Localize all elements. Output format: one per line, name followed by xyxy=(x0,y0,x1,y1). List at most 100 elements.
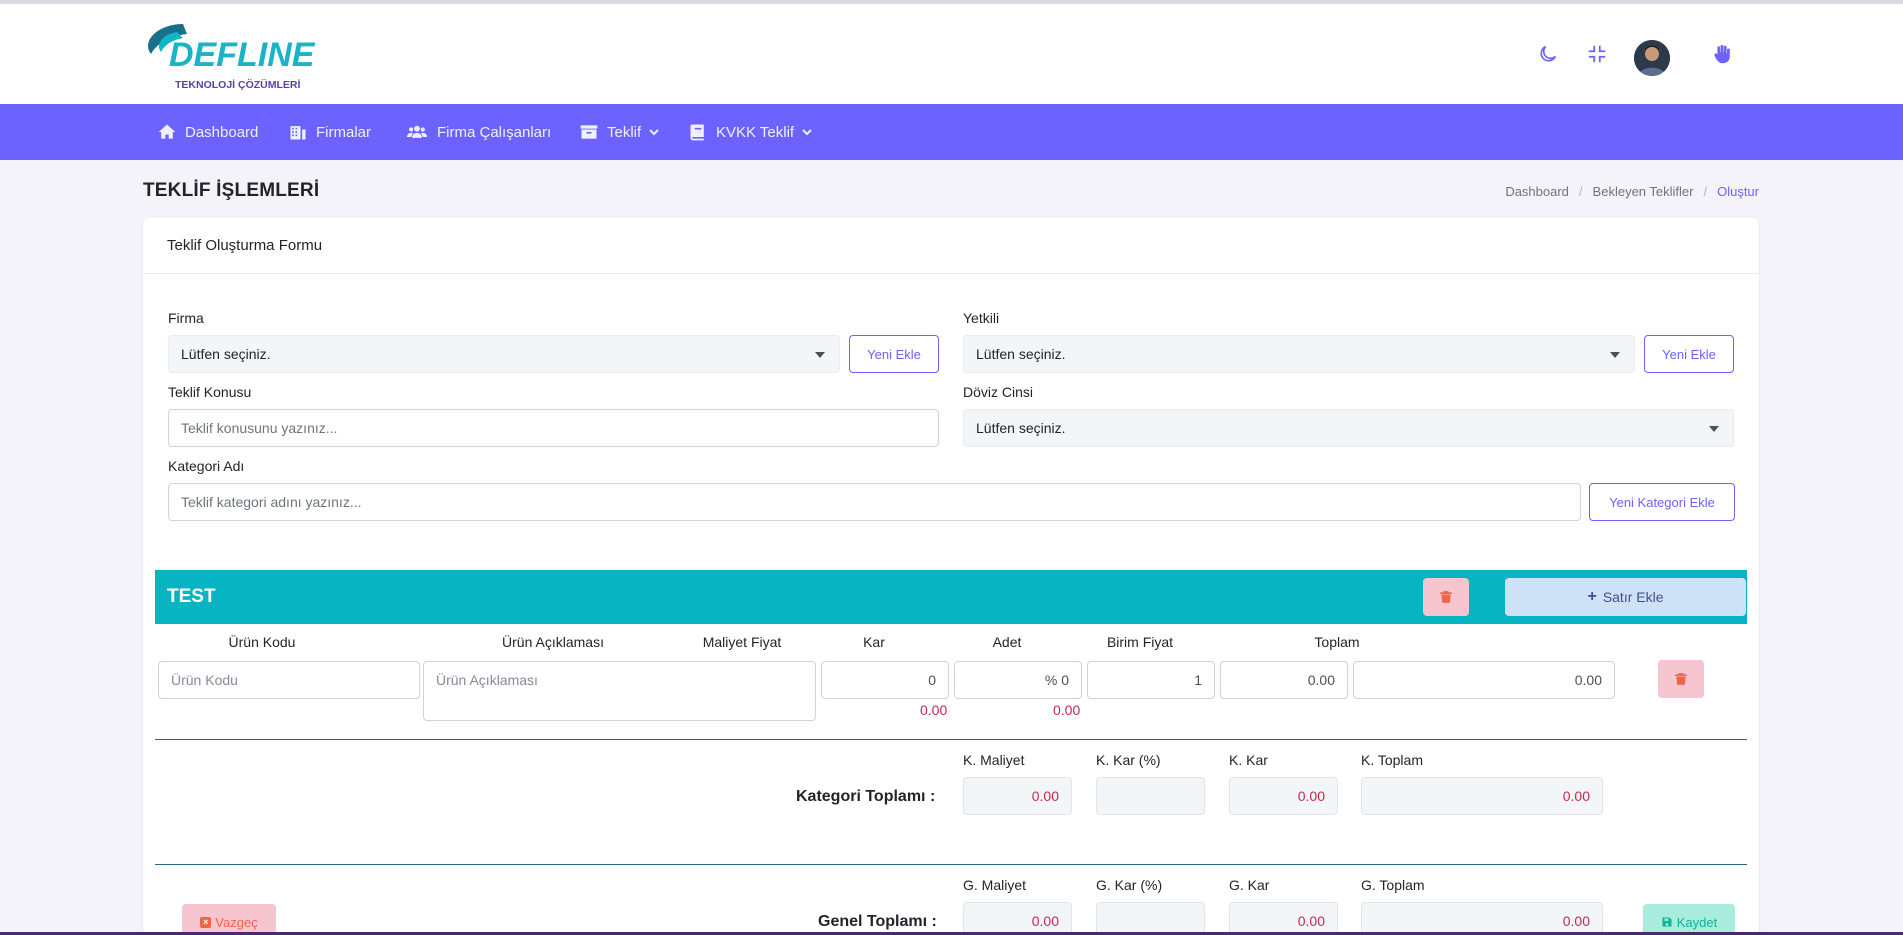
moon-icon[interactable] xyxy=(1536,42,1560,66)
g-maliyet-value: 0.00 xyxy=(963,902,1072,935)
page-title: TEKLİF İŞLEMLERİ xyxy=(143,180,320,201)
archive-icon xyxy=(580,125,598,139)
category-header-bar: TEST + Satır Ekle xyxy=(155,570,1747,624)
save-icon xyxy=(1662,917,1672,927)
firma-add-button[interactable]: Yeni Ekle xyxy=(849,335,939,373)
k-kar-yuzde-label: K. Kar (%) xyxy=(1096,752,1161,768)
row-total-input[interactable]: 0.00 xyxy=(1353,661,1615,699)
col-toplam: Toplam xyxy=(1314,634,1360,650)
hand-icon[interactable] xyxy=(1710,42,1734,66)
nav-label: KVKK Teklif xyxy=(716,123,795,141)
caret-down-icon xyxy=(1709,426,1719,432)
nav-kvkk-teklif[interactable]: KVKK Teklif xyxy=(688,104,812,160)
breadcrumb-separator: / xyxy=(1703,184,1708,199)
k-kar-value: 0.00 xyxy=(1229,777,1338,815)
col-maliyet-fiyat: Maliyet Fiyat xyxy=(702,634,782,650)
yetkili-select-value: Lütfen seçiniz. xyxy=(976,346,1066,362)
avatar[interactable] xyxy=(1634,40,1670,76)
firma-label: Firma xyxy=(168,310,204,326)
col-adet: Adet xyxy=(992,634,1022,650)
k-kar-label: K. Kar xyxy=(1229,752,1268,768)
product-description-textarea[interactable]: Ürün Açıklaması xyxy=(423,661,816,721)
card-title: Teklif Oluşturma Formu xyxy=(167,237,323,254)
konu-label: Teklif Konusu xyxy=(168,384,252,400)
firma-select[interactable]: Lütfen seçiniz. xyxy=(168,335,840,373)
profit-subtotal: 0.00 xyxy=(1053,702,1081,718)
offer-form-card: Teklif Oluşturma Formu Firma Lütfen seçi… xyxy=(143,218,1759,935)
k-maliyet-value: 0.00 xyxy=(963,777,1072,815)
col-birim-fiyat: Birim Fiyat xyxy=(1106,634,1174,650)
col-urun-aciklamasi: Ürün Açıklaması xyxy=(502,634,604,650)
close-box-icon: × xyxy=(200,916,212,928)
k-kar-yuzde-value xyxy=(1096,777,1205,815)
svg-text:TEKNOLOJİ ÇÖZÜMLERİ: TEKNOLOJİ ÇÖZÜMLERİ xyxy=(175,78,300,91)
cancel-button[interactable]: × Vazgeç xyxy=(182,904,276,935)
nav-label: Firma Çalışanları xyxy=(437,123,552,141)
nav-teklif[interactable]: Teklif xyxy=(579,104,659,160)
profit-input[interactable]: % 0 xyxy=(954,661,1082,699)
g-kar-value: 0.00 xyxy=(1229,902,1338,935)
cost-input[interactable]: 0 xyxy=(821,661,949,699)
kategori-input[interactable]: Teklif kategori adını yazınız... xyxy=(168,483,1581,521)
delete-row-button[interactable] xyxy=(1658,660,1704,698)
delete-category-button[interactable] xyxy=(1423,578,1469,616)
home-icon xyxy=(158,124,176,139)
g-kar-yuzde-label: G. Kar (%) xyxy=(1096,877,1163,893)
k-toplam-value: 0.00 xyxy=(1361,777,1603,815)
svg-text:DEFLINE: DEFLINE xyxy=(169,36,316,74)
product-code-input[interactable]: Ürün Kodu xyxy=(158,661,420,699)
k-toplam-label: K. Toplam xyxy=(1361,752,1423,768)
nav-firmalar[interactable]: Firmalar xyxy=(288,104,371,160)
yetkili-select[interactable]: Lütfen seçiniz. xyxy=(963,335,1635,373)
nav-label: Dashboard xyxy=(185,123,259,141)
quantity-input[interactable]: 1 xyxy=(1087,661,1215,699)
doviz-select-value: Lütfen seçiniz. xyxy=(976,420,1066,436)
cost-subtotal: 0.00 xyxy=(920,702,948,718)
breadcrumb-dashboard[interactable]: Dashboard xyxy=(1505,184,1569,199)
yetkili-label: Yetkili xyxy=(963,310,1000,326)
kategori-add-button[interactable]: Yeni Kategori Ekle xyxy=(1589,483,1735,521)
trash-icon xyxy=(1675,673,1687,685)
cancel-label: Vazgeç xyxy=(215,914,258,930)
breadcrumb-bekleyen[interactable]: Bekleyen Teklifler xyxy=(1592,184,1694,199)
firma-select-value: Lütfen seçiniz. xyxy=(181,346,271,362)
divider xyxy=(155,864,1747,865)
doviz-label: Döviz Cinsi xyxy=(963,384,1034,400)
trash-icon xyxy=(1440,591,1452,603)
nav-dashboard[interactable]: Dashboard xyxy=(157,104,258,160)
g-maliyet-label: G. Maliyet xyxy=(963,877,1027,893)
add-row-button[interactable]: + Satır Ekle xyxy=(1505,578,1746,616)
caret-down-icon xyxy=(815,352,825,358)
breadcrumb-separator: / xyxy=(1578,184,1583,199)
breadcrumb: Dashboard / Bekleyen Teklifler / Oluştur xyxy=(1505,184,1759,199)
top-strip xyxy=(0,0,1903,4)
card-header: Teklif Oluşturma Formu xyxy=(143,218,1759,274)
chevron-down-icon xyxy=(802,129,812,136)
col-kar: Kar xyxy=(863,634,885,650)
divider xyxy=(155,739,1747,740)
save-button[interactable]: Kaydet xyxy=(1643,904,1735,935)
konu-input[interactable]: Teklif konusunu yazınız... xyxy=(168,409,939,447)
unit-price-input[interactable]: 0.00 xyxy=(1220,661,1348,699)
compress-icon[interactable] xyxy=(1585,42,1609,66)
g-toplam-label: G. Toplam xyxy=(1361,877,1425,893)
brand-logo[interactable]: DEFLINE TEKNOLOJİ ÇÖZÜMLERİ xyxy=(143,16,343,96)
caret-down-icon xyxy=(1610,352,1620,358)
building-icon xyxy=(290,126,306,140)
kategori-label: Kategori Adı xyxy=(168,458,245,474)
col-urun-kodu: Ürün Kodu xyxy=(228,634,296,650)
users-icon xyxy=(407,125,427,138)
g-kar-label: G. Kar xyxy=(1229,877,1270,893)
book-icon xyxy=(690,124,704,141)
chevron-down-icon xyxy=(649,129,659,136)
category-name: TEST xyxy=(167,586,216,607)
breadcrumb-current: Oluştur xyxy=(1717,184,1759,199)
category-total-label: Kategori Toplamı : xyxy=(796,788,936,805)
doviz-select[interactable]: Lütfen seçiniz. xyxy=(963,409,1734,447)
nav-firma-calisanlari[interactable]: Firma Çalışanları xyxy=(405,104,551,160)
nav-label: Firmalar xyxy=(316,123,371,141)
yetkili-add-button[interactable]: Yeni Ekle xyxy=(1644,335,1734,373)
g-toplam-value: 0.00 xyxy=(1361,902,1603,935)
grand-total-label: Genel Toplamı : xyxy=(818,913,937,930)
bottom-edge xyxy=(0,932,1903,935)
